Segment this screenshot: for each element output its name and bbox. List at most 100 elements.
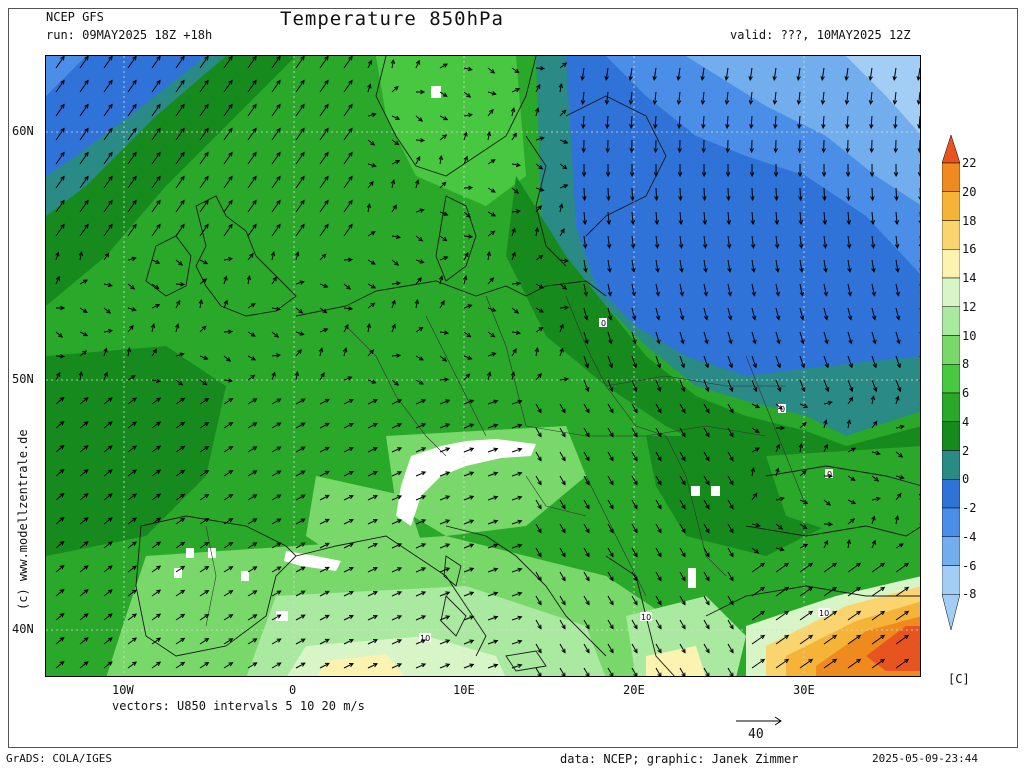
wind-arrow [751,211,754,225]
wind-arrow-head [653,124,658,130]
wind-arrow-head [729,480,734,486]
wind-arrow [775,547,784,551]
wind-arrow [415,399,426,405]
wind-arrow [583,331,588,344]
wind-arrow-head [419,259,425,264]
wind-arrow [151,349,157,357]
wind-arrow [439,378,449,381]
wind-arrow-head [324,199,329,205]
wind-arrow [895,516,899,525]
wind-arrow [319,398,330,405]
wind-arrow [199,355,208,360]
wind-arrow [895,475,904,479]
wind-arrow [511,448,522,453]
wind-arrow-head [204,662,210,667]
wind-arrow [871,540,876,549]
wind-arrow [223,470,233,477]
wind-arrow-head [276,590,282,595]
wind-arrow-head [180,565,186,571]
wind-arrow [247,398,257,405]
wind-arrow [199,128,209,141]
wind-arrow [894,91,897,104]
lon-label: 0 [289,683,297,697]
wind-arrow [487,400,498,405]
wind-arrow-head [796,75,801,81]
wind-arrow [583,211,586,225]
wind-arrow-head [823,539,829,545]
wind-arrow-head [775,315,781,321]
wind-arrow-head [919,316,920,318]
wind-arrow [295,422,306,429]
wind-arrow [559,523,566,533]
wind-arrow-head [604,100,610,105]
wind-arrow-head [609,672,614,676]
wind-arrow-head [784,562,790,568]
wind-arrow-head [609,432,614,438]
wind-arrow [367,519,378,525]
wind-arrow [847,235,850,248]
wind-arrow [247,152,257,165]
wind-arrow [247,494,257,501]
wind-arrow-head [418,326,424,332]
wind-arrow [559,378,568,381]
wind-arrow-head [607,291,612,297]
wind-arrow [535,84,541,93]
wind-arrow [319,224,329,237]
wind-arrow-head [56,371,61,377]
wind-arrow-head [204,494,210,499]
wind-arrow [607,451,614,461]
wind-arrow [55,469,65,477]
wind-arrow-head [655,315,661,321]
wind-arrow [79,493,89,501]
wind-arrow-head [561,552,566,558]
wind-arrow [463,615,474,621]
wind-arrow-head [894,243,900,249]
wind-arrow [847,420,851,429]
wind-arrow-head [83,493,89,498]
wind-arrow-head [606,243,612,249]
wind-arrow-head [348,257,354,263]
wind-arrow [750,115,753,129]
wind-arrow [391,324,396,333]
wind-arrow [511,372,515,381]
wind-arrow-head [132,175,137,181]
wind-arrow-head [179,352,185,357]
wind-arrow-head [798,243,804,249]
carpathian-mask-1 [691,486,700,496]
wind-arrow [319,614,330,621]
wind-arrow [319,422,330,429]
wind-arrow-head [300,103,305,109]
wind-arrow [607,667,614,676]
wind-arrow-head [107,517,113,522]
wind-arrow-head [702,196,707,202]
wind-arrow [151,613,161,621]
wind-arrow-head [749,124,754,130]
wind-arrow-head [324,151,329,157]
wind-arrow-head [844,100,850,105]
wind-arrow [247,200,257,213]
wind-arrow [175,613,185,621]
wind-arrow [535,451,542,461]
colorbar-tick-label: 4 [962,414,970,429]
wind-arrow-head [705,600,710,606]
wind-arrow-head [108,56,113,61]
colorbar-tick-label: 0 [962,472,970,487]
wind-arrow-head [204,566,210,571]
wind-arrow [151,469,161,477]
wind-arrow [487,592,498,597]
wind-arrow [487,252,490,261]
wind-arrow [535,327,543,333]
wind-arrow-head [490,159,496,164]
wind-arrow [823,331,828,344]
colorbar-tick-label: -4 [962,529,977,544]
wind-arrow-head [880,634,886,640]
wind-arrow [535,571,542,581]
wind-arrow [847,610,861,621]
wind-arrow-head [228,199,233,205]
wind-arrow-head [583,291,588,297]
wind-arrow-head [848,396,854,402]
wind-arrow-head [299,280,305,285]
ne-cold-light [686,56,920,205]
wind-arrow-head [324,470,330,475]
colorbar-bottom-arrow [942,594,960,630]
